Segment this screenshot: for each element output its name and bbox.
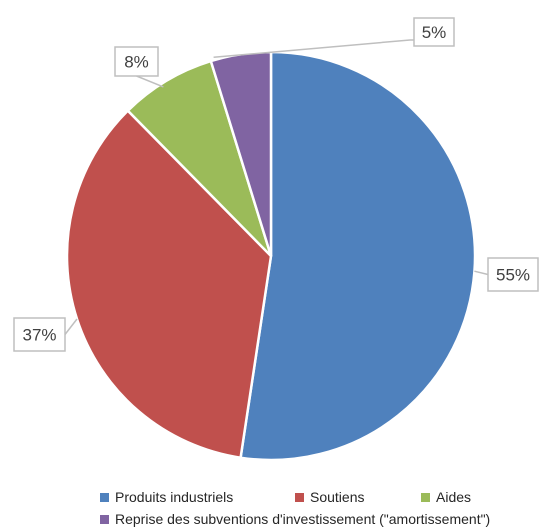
legend-label-soutiens: Soutiens	[310, 489, 365, 505]
legend-item-aides: Aides	[421, 489, 471, 505]
pie-slice-produits-industriels	[239, 50, 477, 462]
data-label-soutiens: 37%	[22, 326, 56, 345]
legend-swatch-produits-industriels	[100, 492, 109, 502]
legend-item-reprise-subventions: Reprise des subventions d'investissement…	[100, 511, 490, 527]
data-label-box-produits-industriels	[487, 257, 539, 292]
leader-line-reprise-subventions	[213, 39, 414, 59]
legend-swatch-soutiens	[295, 492, 304, 502]
legend-label-aides: Aides	[436, 489, 472, 505]
leader-line-produits-industriels	[474, 270, 489, 276]
legend-row-2: Reprise des subventions d'investissement…	[100, 508, 560, 530]
legend: Produits industriels Soutiens Aides Repr…	[100, 486, 560, 530]
data-label-box-aides	[114, 46, 159, 77]
data-label-produits-industriels: 55%	[496, 266, 530, 285]
data-label-aides: 8%	[124, 53, 149, 72]
legend-row-1: Produits industriels Soutiens Aides	[100, 486, 560, 508]
leader-line-aides	[136, 75, 164, 88]
leader-line-soutiens	[64, 318, 78, 335]
legend-label-produits-industriels: Produits industriels	[115, 489, 234, 505]
legend-label-reprise-subventions: Reprise des subventions d'investissement…	[115, 511, 491, 527]
pie-slice-aides	[126, 59, 273, 257]
legend-item-soutiens: Soutiens	[295, 489, 421, 505]
data-label-box-reprise-subventions	[413, 17, 455, 47]
data-label-box-soutiens	[13, 317, 66, 352]
legend-swatch-aides	[421, 492, 430, 502]
pie-chart: 55% 37% 8% 5%	[13, 17, 539, 462]
legend-item-produits-industriels: Produits industriels	[100, 489, 295, 505]
legend-swatch-reprise-subventions	[100, 514, 109, 524]
data-label-reprise-subventions: 5%	[422, 23, 447, 42]
